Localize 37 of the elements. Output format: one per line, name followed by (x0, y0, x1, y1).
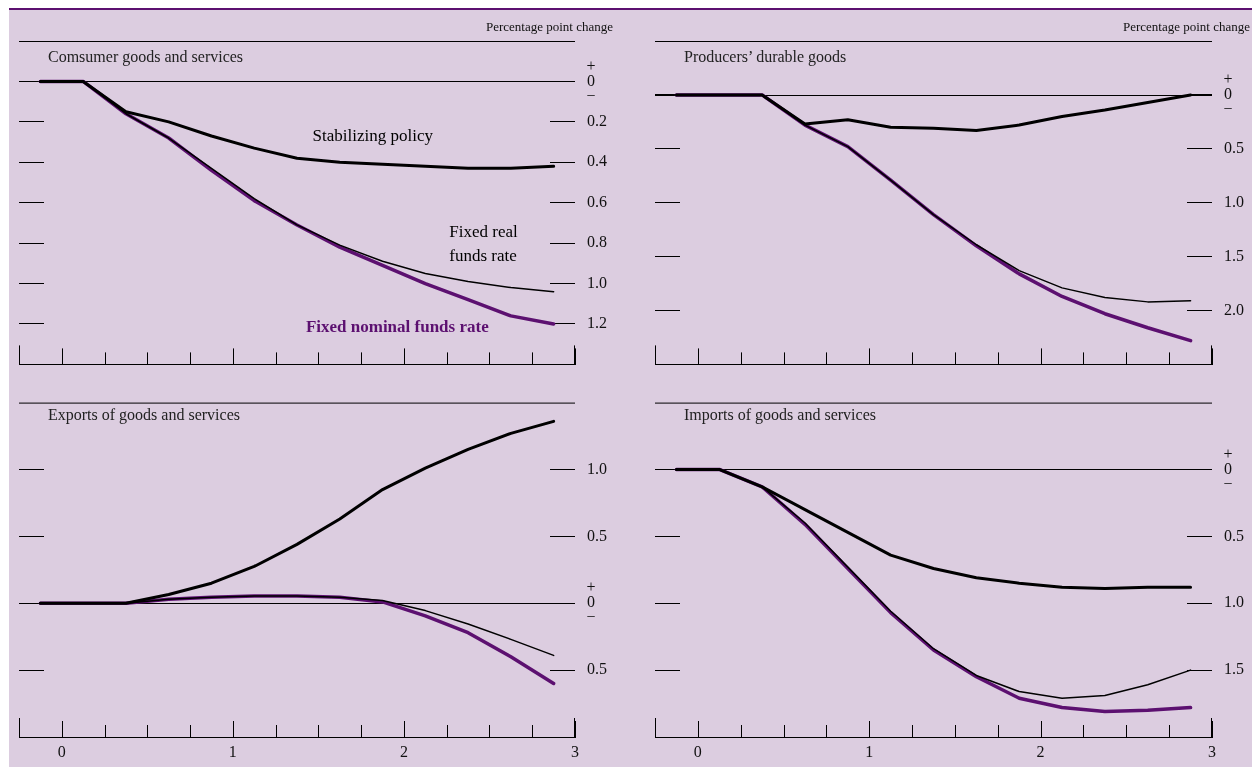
y-tick-label: 0.5 (587, 526, 607, 544)
y-tick-label: 0.4 (587, 152, 607, 170)
x-tick-label: 1 (228, 742, 237, 760)
y-axis-title: Percentage point change (1122, 19, 1250, 34)
x-tick-label: 3 (1208, 742, 1216, 760)
x-tick-label: 2 (399, 742, 408, 760)
y-tick-label: 1.5 (1224, 660, 1244, 678)
chart-title: Imports of goods and services (684, 406, 876, 424)
y-tick-label: 1.0 (587, 273, 607, 291)
y-tick-label: 2.0 (1224, 300, 1244, 318)
y-tick-label: 1.2 (587, 314, 607, 332)
chart-title: Exports of goods and services (48, 406, 240, 424)
x-tick-label: 1 (865, 742, 874, 760)
series-label: Fixed real funds rate (449, 221, 519, 265)
y-tick-label: 0.5 (1224, 139, 1244, 156)
series-label: Stabilizing policy (312, 125, 434, 145)
x-tick-label: 2 (1036, 742, 1045, 760)
y-tick-label: 0.6 (587, 192, 607, 210)
chart-title: Comsumer goods and services (48, 48, 244, 66)
x-tick-label: 3 (571, 742, 579, 760)
y-tick-label: + 0 − (586, 56, 596, 104)
y-tick-label: 1.0 (587, 459, 607, 477)
chart-title: Producers’ durable goods (684, 48, 847, 66)
y-tick-label: + 0 − (1223, 70, 1233, 118)
y-tick-label: 1.5 (1224, 246, 1244, 264)
y-tick-label: 0.8 (587, 233, 607, 251)
y-tick-label: 1.0 (1224, 192, 1244, 210)
x-tick-label: 0 (57, 742, 66, 760)
y-tick-label: + 0 − (1223, 444, 1233, 492)
y-tick-label: + 0 − (586, 578, 596, 626)
y-tick-label: 1.0 (1224, 593, 1244, 611)
y-tick-label: 0.5 (587, 660, 607, 678)
x-tick-label: 0 (693, 742, 702, 760)
y-tick-label: 0.5 (1224, 526, 1244, 544)
y-axis-title: Percentage point change (485, 19, 613, 34)
y-tick-label: 0.2 (587, 112, 607, 130)
series-label: Fixed nominal funds rate (305, 316, 490, 336)
